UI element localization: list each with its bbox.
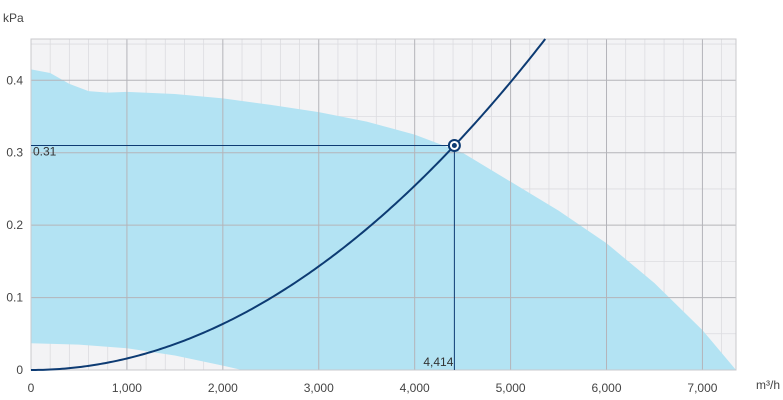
operating-point-dot <box>451 142 457 148</box>
operating-point-pressure-label: 0.31 <box>33 144 57 158</box>
x-tick-label: 6,000 <box>591 381 621 395</box>
y-tick-label: 0 <box>16 363 23 377</box>
x-tick-label: 1,000 <box>112 381 142 395</box>
x-tick-label: 0 <box>28 381 35 395</box>
operating-point-flow-label: 4,414 <box>423 355 453 369</box>
operating-range-area <box>31 69 736 370</box>
x-tick-label: 2,000 <box>208 381 238 395</box>
y-tick-label: 0.4 <box>6 73 23 87</box>
x-tick-label: 5,000 <box>496 381 526 395</box>
x-tick-label: 4,000 <box>400 381 430 395</box>
x-axis-unit-label: m³/h <box>756 378 780 392</box>
y-tick-label: 0.3 <box>6 146 23 160</box>
x-tick-label: 3,000 <box>304 381 334 395</box>
plot-border <box>30 38 737 371</box>
y-axis-unit-label: kPa <box>3 11 24 25</box>
x-tick-label: 7,000 <box>687 381 717 395</box>
system-curve <box>30 38 547 371</box>
x-axis-ticks: 0 1,000 2,000 3,000 4,000 5,000 6,000 7,000 <box>28 381 718 395</box>
y-tick-label: 0.1 <box>6 291 23 305</box>
y-axis-ticks: 0 0.1 0.2 0.3 0.4 <box>6 73 23 377</box>
y-tick-label: 0.2 <box>6 218 23 232</box>
